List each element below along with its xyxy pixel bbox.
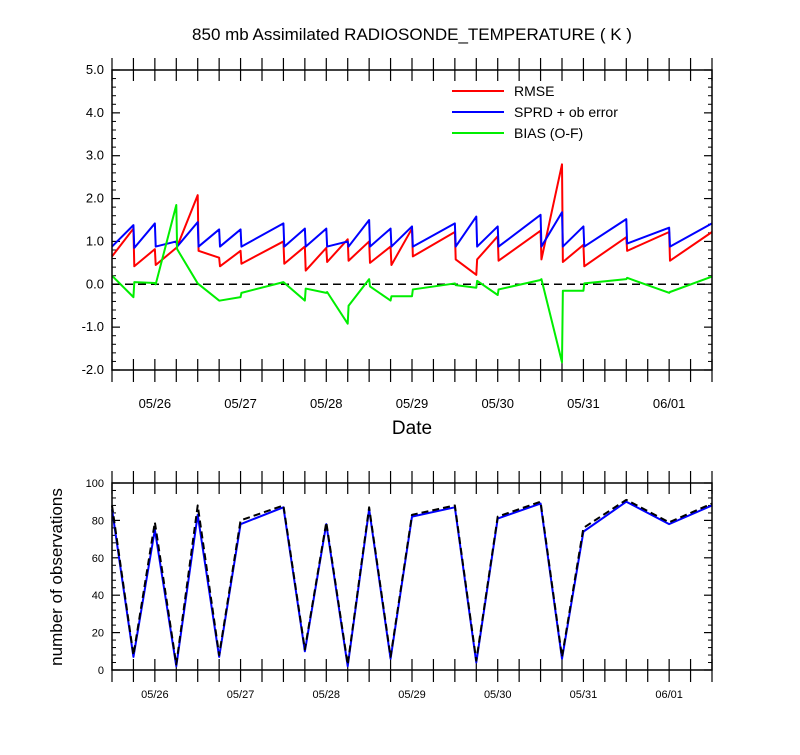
- x-tick-label: 05/26: [139, 396, 172, 411]
- x-tick-label: 06/01: [653, 396, 686, 411]
- series-line-2: [111, 204, 713, 364]
- x-tick-label: 05/31: [567, 396, 600, 411]
- x-tick-label: 05/29: [398, 689, 426, 701]
- top-plot: -2.0 -1.0 0.0 1.0 2.0 3.0 4.0 5.0 05/26 05/27 05/2…: [82, 58, 713, 411]
- y-tick-label: -2.0: [82, 362, 104, 377]
- y-axis-label: number of observations: [47, 488, 66, 666]
- legend-entry: BIAS (O-F): [514, 125, 583, 141]
- x-axis-label: Date: [392, 418, 432, 439]
- x-tick-label: 05/28: [313, 689, 341, 701]
- plot-frame: [111, 69, 713, 371]
- series-line-0: [111, 163, 713, 276]
- x-tick-label: 05/29: [396, 396, 429, 411]
- y-tick-label: 5.0: [86, 62, 104, 77]
- y-tick-label: 1.0: [86, 233, 104, 248]
- x-tick-label: 05/26: [141, 689, 169, 701]
- y-tick-label: 0: [98, 665, 104, 677]
- y-tick-label: 3.0: [86, 148, 104, 163]
- x-tick-label: 06/01: [655, 689, 683, 701]
- y-tick-label: 4.0: [86, 105, 104, 120]
- x-tick-label: 05/30: [484, 689, 512, 701]
- y-tick-label: 0.0: [86, 276, 104, 291]
- series-line-0: [111, 500, 713, 668]
- y-tick-label: 100: [86, 478, 104, 490]
- x-tick-label: 05/30: [481, 396, 514, 411]
- bottom-plot: 0 20 40 60 80 100 05/26 05/27 05/28 05/29 05/30 05/…: [86, 471, 713, 701]
- series-line-1: [111, 211, 713, 249]
- y-tick-label: -1.0: [82, 319, 104, 334]
- y-tick-label: 2.0: [86, 191, 104, 206]
- y-tick-label: 20: [92, 628, 104, 640]
- chart-title: 850 mb Assimilated RADIOSONDE_TEMPERATUR…: [192, 25, 632, 44]
- y-tick-label: 60: [92, 553, 104, 565]
- y-tick-label: 40: [92, 590, 104, 602]
- legend-entry: RMSE: [514, 83, 554, 99]
- x-tick-label: 05/31: [570, 689, 598, 701]
- series-line-1: [111, 498, 713, 666]
- x-tick-label: 05/27: [227, 689, 255, 701]
- y-tick-label: 80: [92, 515, 104, 527]
- x-tick-label: 05/28: [310, 396, 343, 411]
- legend-entry: SPRD + ob error: [514, 104, 618, 120]
- x-tick-label: 05/27: [224, 396, 257, 411]
- plot-frame: [111, 482, 713, 671]
